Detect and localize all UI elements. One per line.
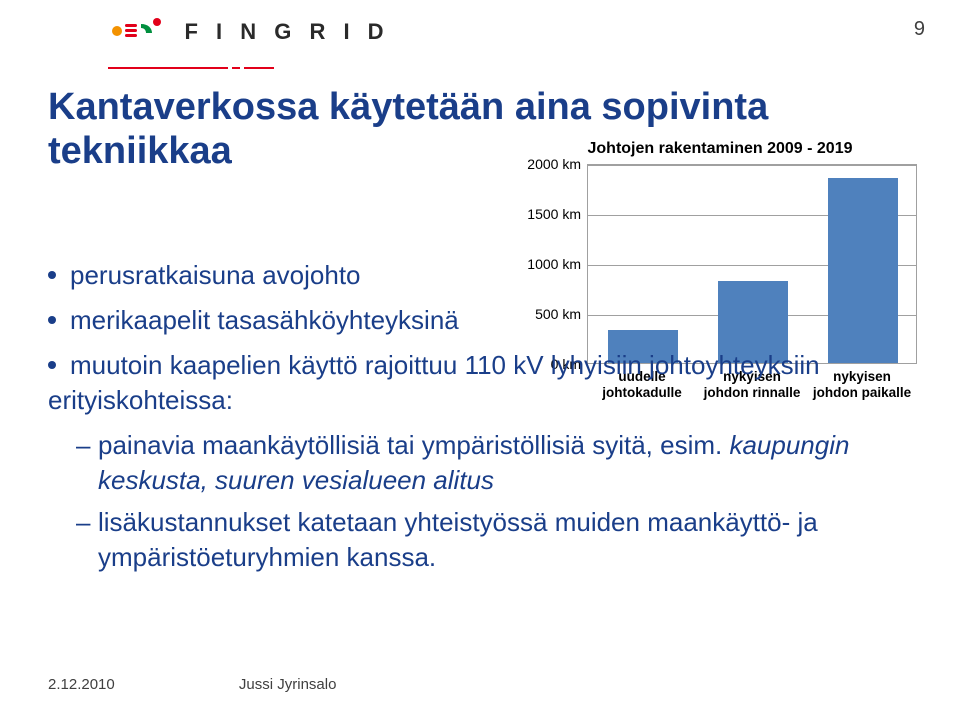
sub-bullet-item: –lisäkustannukset katetaan yhteistyössä … <box>98 505 908 575</box>
page-number: 9 <box>914 18 925 41</box>
footer-date: 2.12.2010 <box>48 676 115 693</box>
bullet-item: merikaapelit tasasähköyhteyksinä <box>48 303 478 338</box>
footer-author: Jussi Jyrinsalo <box>239 676 337 693</box>
bullet-icon <box>48 316 56 324</box>
bullet-icon <box>48 361 56 369</box>
bullet-text: merikaapelit tasasähköyhteyksinä <box>70 305 459 335</box>
body-content: perusratkaisuna avojohto merikaapelit ta… <box>48 258 908 581</box>
slide-footer: 2.12.2010 Jussi Jyrinsalo <box>48 676 336 693</box>
sub-bullet-text: lisäkustannukset katetaan yhteistyössä m… <box>98 507 818 572</box>
logo-mark <box>108 14 170 49</box>
brand-logo: F I N G R I D <box>108 14 390 49</box>
bullet-text: perusratkaisuna avojohto <box>70 260 361 290</box>
ytick-label: 2000 km <box>521 156 581 172</box>
bullet-text: muutoin kaapelien käyttö rajoittuu 110 k… <box>48 350 820 415</box>
sub-bullet-item: –painavia maankäytöllisiä tai ympäristöl… <box>98 428 908 498</box>
sub-bullet-text: painavia maankäytöllisiä tai ympäristöll… <box>98 430 849 495</box>
logo-underline <box>108 56 368 74</box>
dash-icon: – <box>76 428 90 463</box>
dash-icon: – <box>76 505 90 540</box>
logo-text: F I N G R I D <box>184 19 389 45</box>
ytick-label: 1500 km <box>521 206 581 222</box>
bullet-item: perusratkaisuna avojohto <box>48 258 478 293</box>
bullet-item: muutoin kaapelien käyttö rajoittuu 110 k… <box>48 348 868 418</box>
bullet-icon <box>48 271 56 279</box>
